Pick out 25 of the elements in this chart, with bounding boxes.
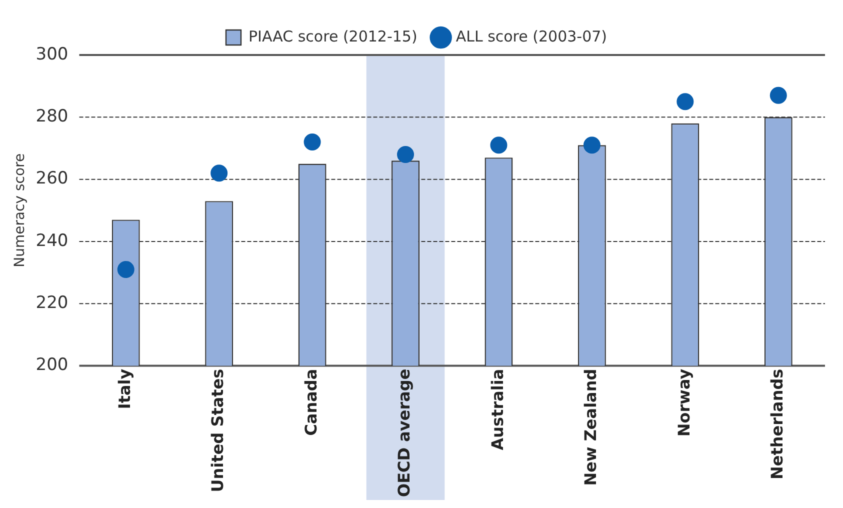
x-tick-label: Norway bbox=[674, 368, 694, 437]
point bbox=[490, 136, 508, 154]
x-tick-label: Italy bbox=[115, 368, 134, 410]
point bbox=[210, 164, 228, 182]
point bbox=[117, 260, 134, 278]
y-tick-label: 300 bbox=[36, 44, 68, 64]
point bbox=[676, 93, 694, 110]
x-tick-label: Netherlands bbox=[768, 368, 787, 480]
x-tick-label: New Zealand bbox=[581, 368, 600, 486]
x-tick-label: Australia bbox=[488, 368, 507, 450]
legend-label: PIAAC score (2012-15) bbox=[248, 27, 418, 46]
y-tick-label: 240 bbox=[36, 230, 68, 251]
y-tick-label: 260 bbox=[36, 168, 68, 189]
x-tick-label: United States bbox=[208, 368, 228, 492]
y-tick-label: 280 bbox=[36, 106, 68, 127]
point bbox=[397, 146, 414, 163]
x-tick-label: OECD average bbox=[394, 368, 414, 498]
y-tick-label: 200 bbox=[36, 355, 68, 376]
point bbox=[770, 86, 787, 104]
y-axis-title: Numeracy score bbox=[12, 153, 28, 268]
x-tick-label: Canada bbox=[301, 368, 320, 436]
legend-label: ALL score (2003-07) bbox=[456, 27, 608, 46]
point bbox=[583, 136, 600, 154]
y-tick-label: 220 bbox=[36, 293, 68, 314]
point bbox=[304, 134, 321, 151]
